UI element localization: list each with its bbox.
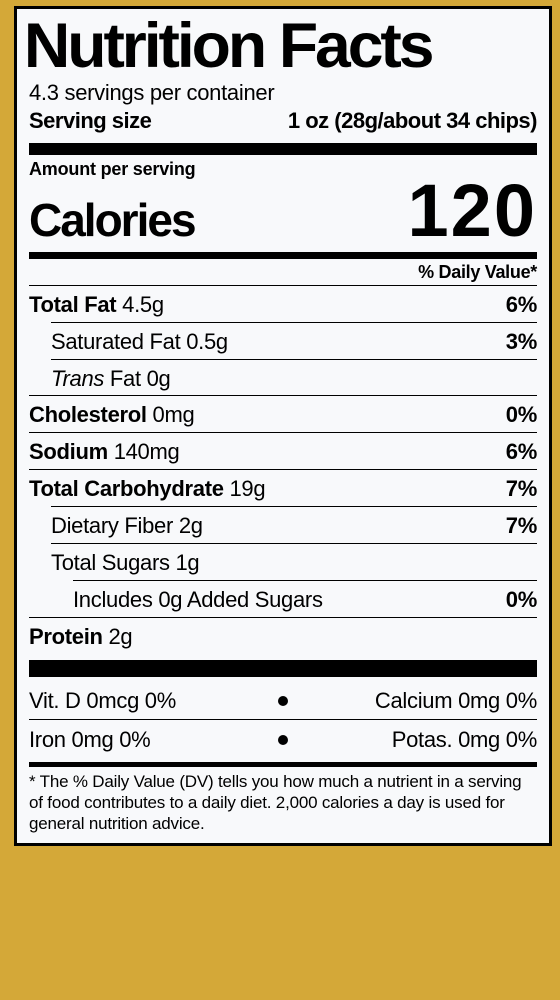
sodium-dv: 6%: [506, 436, 537, 468]
daily-value-header: % Daily Value*: [29, 262, 537, 283]
trans-fat-rest: Fat 0g: [104, 366, 170, 391]
carb-dv: 7%: [506, 473, 537, 505]
calcium: Calcium 0mg 0%: [300, 684, 537, 718]
calories-value: 120: [408, 174, 537, 248]
serving-size-label: Serving size: [29, 108, 151, 134]
divider-med: [29, 762, 537, 767]
nutrition-label: Nutrition Facts 4.3 servings per contain…: [14, 6, 552, 846]
cholesterol-label: Cholesterol: [29, 402, 147, 427]
sodium-value: 140mg: [114, 439, 180, 464]
row-saturated-fat: Saturated Fat 0.5g 3%: [51, 322, 537, 359]
fiber-dv: 7%: [506, 510, 537, 542]
row-carbohydrate: Total Carbohydrate 19g 7%: [29, 469, 537, 506]
sat-fat-label: Saturated Fat 0.5g: [51, 329, 228, 354]
serving-size-row: Serving size 1 oz (28g/about 34 chips): [29, 108, 537, 134]
row-trans-fat: Trans Fat 0g: [51, 359, 537, 396]
carb-label: Total Carbohydrate: [29, 476, 224, 501]
servings-per-container: 4.3 servings per container: [29, 80, 537, 106]
divider-thick: [29, 143, 537, 155]
added-sugars-label: Includes 0g Added Sugars: [73, 587, 323, 612]
serving-size-value: 1 oz (28g/about 34 chips): [151, 108, 537, 134]
calories-label: Calories: [29, 197, 195, 243]
cholesterol-dv: 0%: [506, 399, 537, 431]
total-fat-label: Total Fat: [29, 292, 116, 317]
vit-d: Vit. D 0mcg 0%: [29, 684, 266, 718]
row-fiber: Dietary Fiber 2g 7%: [51, 506, 537, 543]
row-sodium: Sodium 140mg 6%: [29, 432, 537, 469]
row-sugars: Total Sugars 1g: [51, 543, 537, 580]
dv-footnote: * The % Daily Value (DV) tells you how m…: [29, 771, 537, 835]
row-total-fat: Total Fat 4.5g 6%: [29, 285, 537, 322]
row-iron-potas: Iron 0mg 0% Potas. 0mg 0%: [29, 719, 537, 758]
protein-value: 2g: [109, 624, 133, 649]
calories-row: Calories 120: [29, 174, 537, 248]
fiber-label: Dietary Fiber 2g: [51, 513, 203, 538]
cholesterol-value: 0mg: [153, 402, 195, 427]
divider-wide: [29, 660, 537, 677]
added-sugars-dv: 0%: [506, 584, 537, 616]
row-protein: Protein 2g: [29, 617, 537, 654]
sodium-label: Sodium: [29, 439, 108, 464]
bullet-sep-icon: [278, 696, 288, 706]
potassium: Potas. 0mg 0%: [300, 723, 537, 757]
carb-value: 19g: [229, 476, 265, 501]
row-vitd-calcium: Vit. D 0mcg 0% Calcium 0mg 0%: [29, 681, 537, 719]
iron: Iron 0mg 0%: [29, 723, 266, 757]
bullet-sep-icon: [278, 735, 288, 745]
sat-fat-dv: 3%: [506, 326, 537, 358]
divider-med: [29, 252, 537, 259]
row-cholesterol: Cholesterol 0mg 0%: [29, 395, 537, 432]
trans-fat-prefix: Trans: [51, 366, 104, 391]
total-fat-dv: 6%: [506, 289, 537, 321]
protein-label: Protein: [29, 624, 103, 649]
sugars-label: Total Sugars 1g: [51, 550, 199, 575]
row-added-sugars: Includes 0g Added Sugars 0%: [73, 580, 537, 617]
nutrition-title: Nutrition Facts: [24, 15, 542, 78]
